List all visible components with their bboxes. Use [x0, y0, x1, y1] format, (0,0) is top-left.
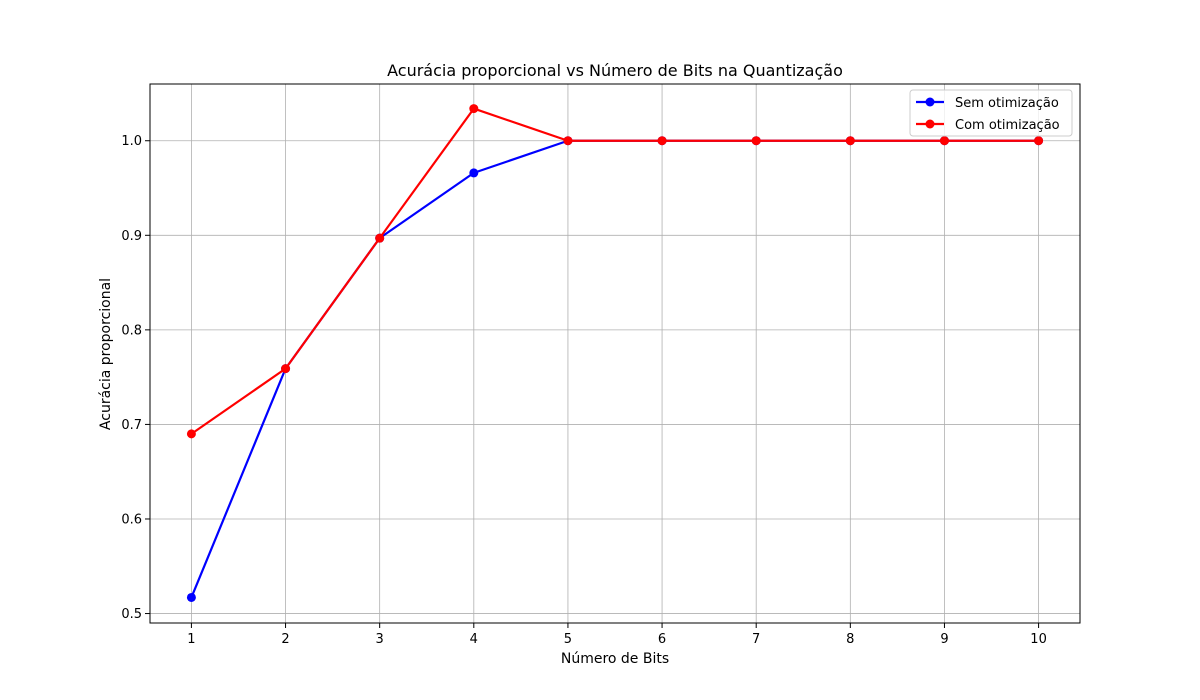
x-tick-label: 1 — [187, 632, 195, 647]
x-axis-label: Número de Bits — [561, 651, 669, 667]
series-0-line — [190, 139, 1039, 598]
series-0-point — [186, 592, 196, 602]
series-1-point — [281, 364, 291, 374]
series-layer — [186, 104, 1044, 602]
series-1-point — [845, 136, 855, 146]
y-tick-label: 0.5 — [121, 607, 142, 622]
legend-box — [909, 89, 1073, 137]
x-axis: 1 2 3 4 5 6 7 8 9 10 — [187, 623, 1047, 647]
x-tick-label: 4 — [470, 632, 478, 647]
y-tick-label: 1.0 — [121, 134, 142, 149]
y-tick-label: 0.6 — [121, 512, 142, 527]
legend: Sem otimização Com otimização — [909, 89, 1073, 137]
series-1-point — [186, 429, 196, 439]
legend-marker-sem-otimizacao — [925, 97, 935, 107]
series-1-point — [657, 136, 667, 146]
x-tick-label: 3 — [376, 632, 384, 647]
legend-label-sem-otimizacao: Sem otimização — [955, 96, 1059, 111]
legend-label-com-otimizacao: Com otimização — [955, 118, 1060, 133]
series-1-point — [563, 136, 573, 146]
x-tick-label: 2 — [281, 632, 289, 647]
series-1-point — [1034, 136, 1044, 146]
y-axis: 0.5 0.6 0.7 0.8 0.9 1.0 — [121, 134, 150, 622]
series-1-point — [751, 136, 761, 146]
x-tick-label: 10 — [1030, 632, 1047, 647]
x-tick-label: 9 — [940, 632, 948, 647]
x-tick-label: 6 — [658, 632, 666, 647]
y-tick-label: 0.7 — [121, 418, 142, 433]
series-1-line — [190, 107, 1039, 435]
y-axis-label: Acurácia proporcional — [98, 278, 114, 430]
x-tick-label: 7 — [752, 632, 760, 647]
x-tick-label: 5 — [564, 632, 572, 647]
grid — [150, 84, 1080, 623]
legend-marker-com-otimizacao — [925, 119, 935, 129]
chart-title: Acurácia proporcional vs Número de Bits … — [387, 61, 843, 80]
series-1-point — [939, 136, 949, 146]
series-0-point — [469, 168, 479, 178]
series-1-point — [469, 104, 479, 114]
series-1-point — [375, 233, 385, 243]
y-tick-label: 0.9 — [121, 229, 142, 244]
y-tick-label: 0.8 — [121, 323, 142, 338]
x-tick-label: 8 — [846, 632, 854, 647]
plot-frame — [149, 83, 1081, 624]
